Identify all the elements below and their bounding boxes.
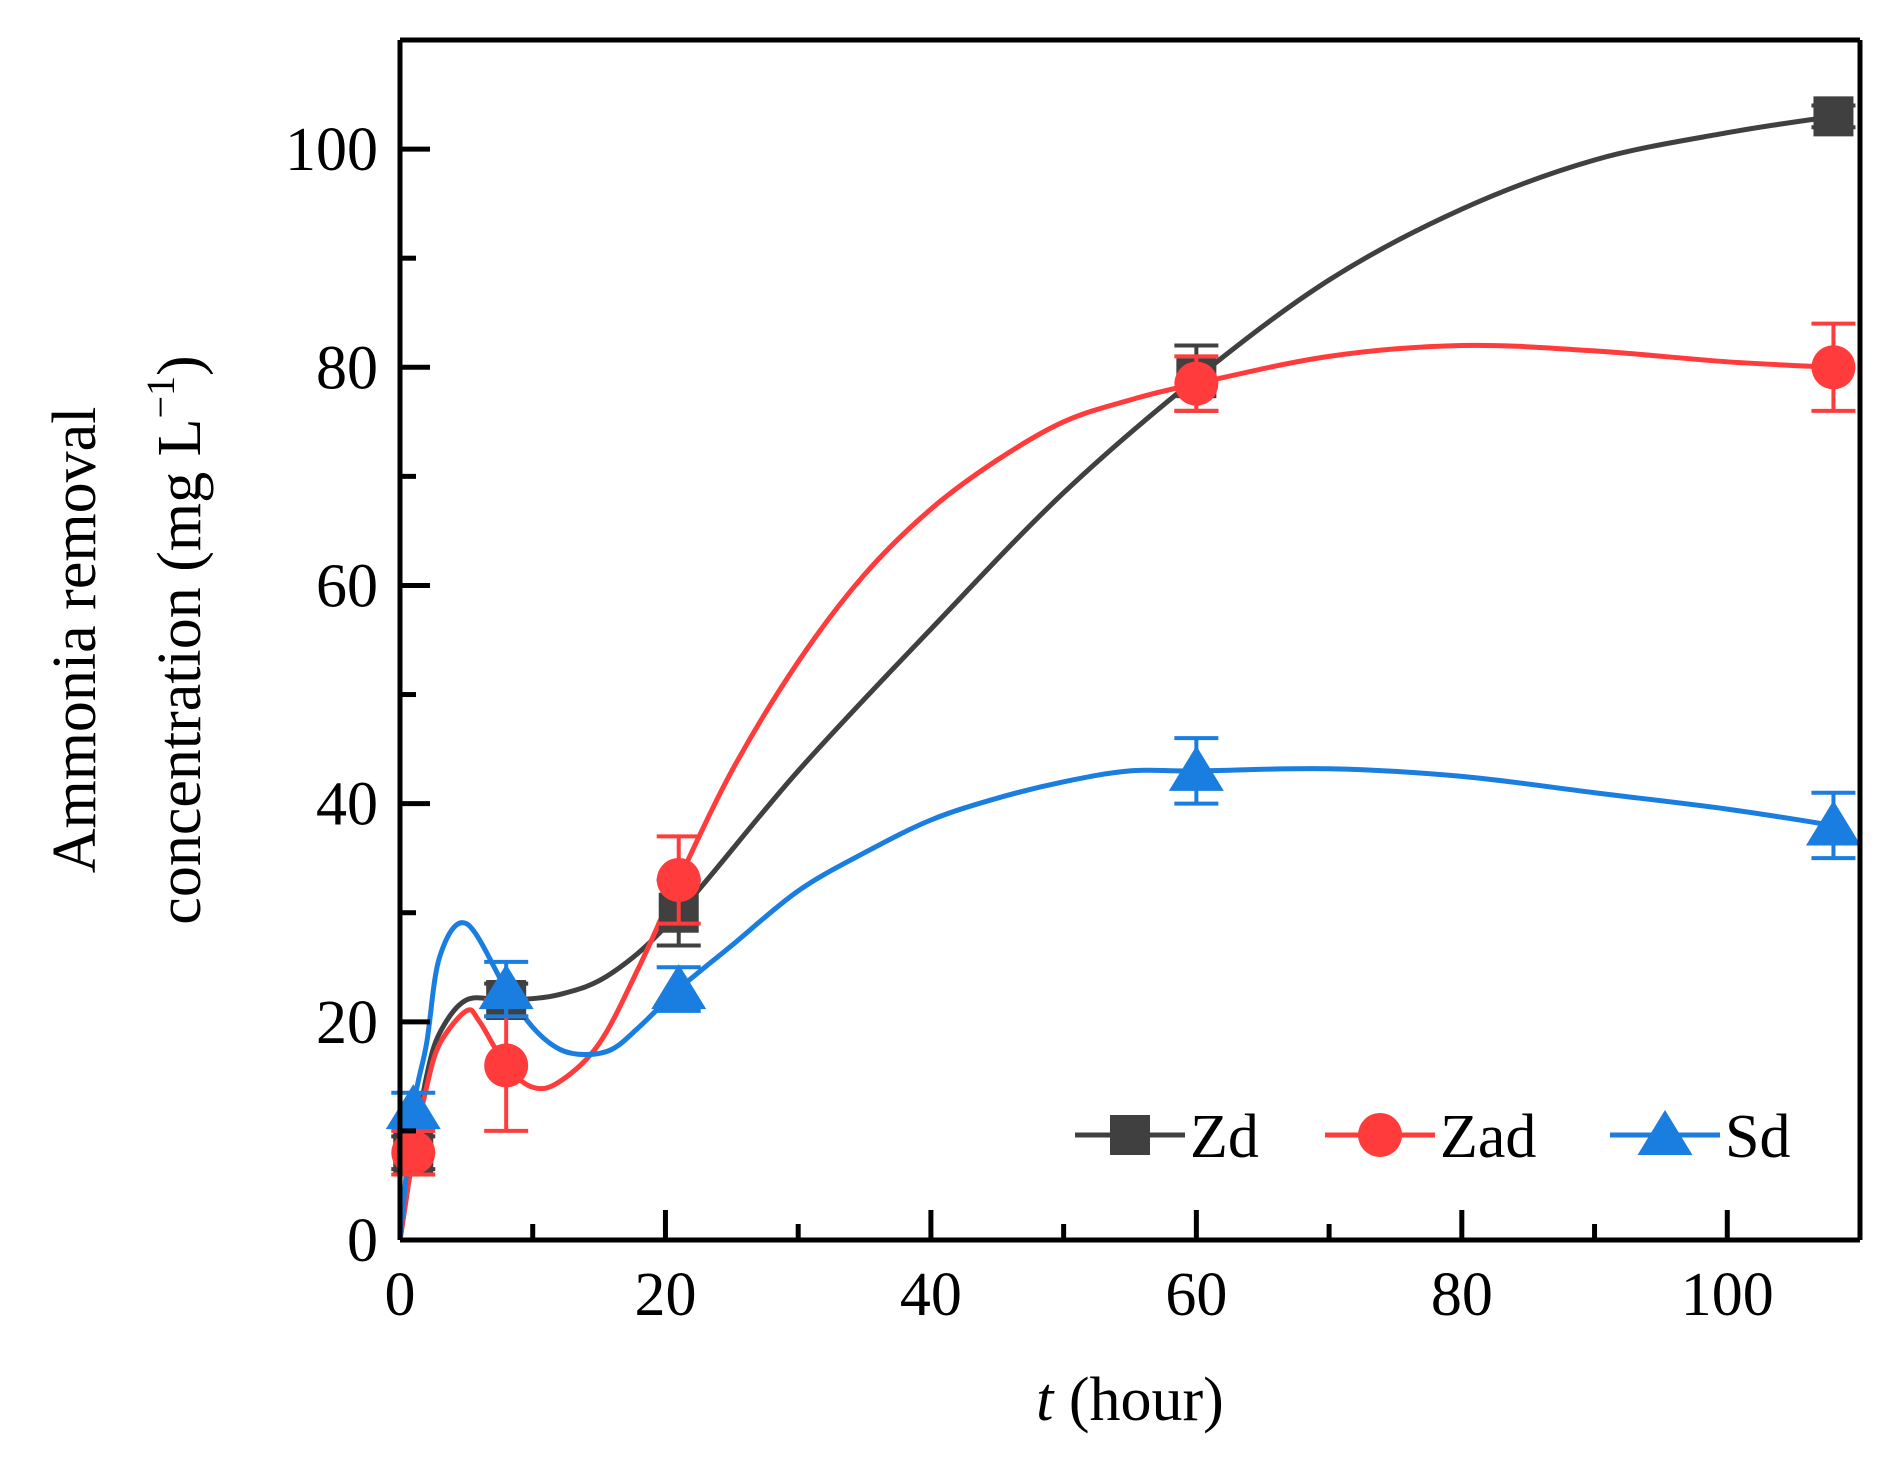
data-point-zad — [1174, 361, 1219, 406]
y-tick-label: 80 — [316, 334, 378, 402]
y-tick-label: 100 — [285, 116, 378, 184]
y-tick-label: 60 — [316, 552, 378, 620]
axes: 0 20 40 60 80 100 0 20 40 60 80 100 t (hour) Ammonia … — [41, 37, 1863, 1434]
data-point-zad — [656, 858, 701, 902]
x-axis-title: t (hour) — [1036, 1366, 1224, 1434]
series-line-zad — [400, 342, 1836, 1240]
data-point-sd — [1805, 800, 1861, 846]
y-axis-title-suffix: ) — [146, 355, 214, 376]
x-axis-title-unit: (hour) — [1053, 1366, 1223, 1434]
data-point-sd — [478, 964, 534, 1010]
series-line-zd — [400, 113, 1836, 1240]
x-tick-label: 80 — [1431, 1261, 1493, 1329]
x-axis-title-variable: t — [1036, 1366, 1055, 1434]
legend-entry-zad: Zad — [1325, 1103, 1536, 1171]
y-axis-title-line1: Ammonia removal — [41, 407, 109, 874]
x-tick-label: 40 — [900, 1261, 962, 1329]
data-point-zad — [484, 1043, 529, 1088]
legend: Zd Zad Sd — [1075, 1103, 1790, 1171]
y-axis-title-group: Ammonia removal concentration (mg L−1) — [41, 355, 214, 924]
legend-entry-sd: Sd — [1610, 1103, 1790, 1171]
y-axis-title-line2: concentration (mg L−1) — [138, 355, 214, 924]
y-tick-label: 0 — [347, 1207, 378, 1275]
x-tick-label: 0 — [385, 1261, 416, 1329]
legend-entry-zd: Zd — [1075, 1103, 1259, 1171]
x-tick-label: 100 — [1681, 1261, 1774, 1329]
legend-label-zd: Zd — [1190, 1103, 1259, 1171]
legend-marker-zd — [1110, 1115, 1150, 1155]
data-point-sd — [1168, 745, 1224, 791]
y-axis-title-text: concentration (mg L — [146, 419, 214, 925]
x-tick-label: 60 — [1165, 1261, 1227, 1329]
data-point-sd — [651, 964, 707, 1010]
data-point-zd — [1813, 96, 1854, 137]
series-curves — [400, 113, 1836, 1240]
series-line-sd — [400, 766, 1836, 1240]
legend-marker-sd — [1637, 1110, 1693, 1155]
legend-marker-zad — [1358, 1113, 1402, 1157]
y-axis-title-superscript: −1 — [138, 376, 183, 419]
legend-label-zad: Zad — [1440, 1103, 1536, 1171]
series-points-zd — [391, 96, 1856, 1173]
data-point-zad — [1811, 345, 1856, 390]
legend-label-sd: Sd — [1725, 1103, 1790, 1171]
x-tick-label: 20 — [634, 1261, 696, 1329]
y-tick-label: 20 — [316, 989, 378, 1057]
y-tick-label: 40 — [316, 771, 378, 839]
